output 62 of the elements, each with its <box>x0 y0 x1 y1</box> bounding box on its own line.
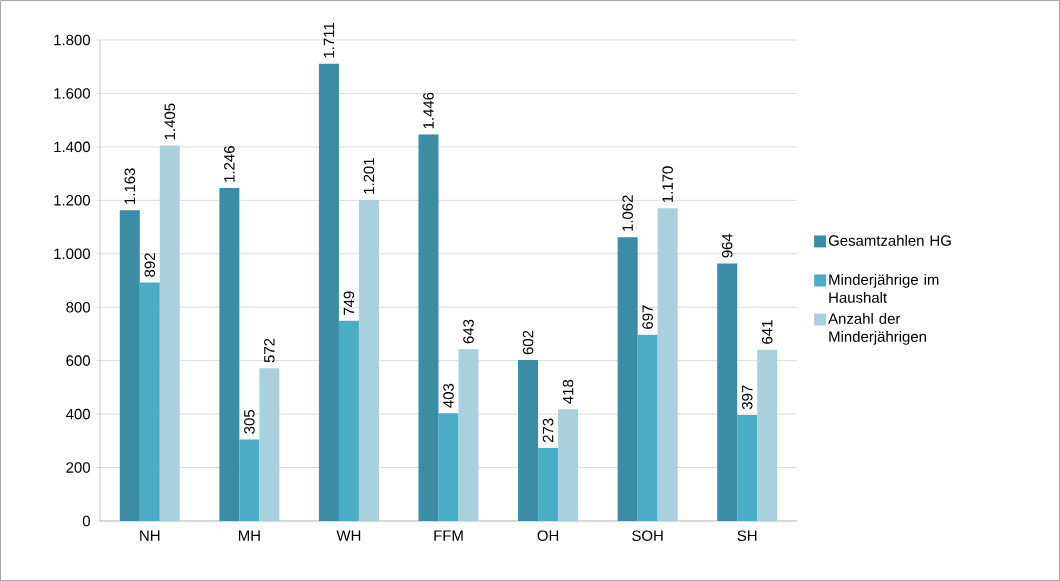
legend-label: Minderjährige im Haushalt <box>829 273 939 303</box>
bar <box>338 320 359 521</box>
x-tick-label: SH <box>737 530 757 541</box>
y-tick-label: 1.200 <box>54 195 90 206</box>
data-label: 1.405 <box>164 103 176 140</box>
bar <box>717 263 738 521</box>
y-tick-label: 600 <box>66 355 90 366</box>
bar <box>159 145 180 521</box>
bar <box>119 210 140 521</box>
data-label: 749 <box>343 291 355 315</box>
bar <box>737 414 758 521</box>
data-label: 602 <box>522 330 534 355</box>
data-label: 643 <box>463 319 474 344</box>
legend-label: Gesamtzahlen HG <box>828 234 951 246</box>
y-tick-label: 1.400 <box>54 141 90 153</box>
bar <box>239 439 260 521</box>
data-label: 403 <box>443 383 454 408</box>
legend-label: Anzahl der Minderjährigen <box>828 313 926 345</box>
bar <box>518 360 539 521</box>
data-label: 641 <box>761 320 773 344</box>
y-tick-label: 800 <box>66 301 90 313</box>
data-label: 1.201 <box>363 158 375 194</box>
bar <box>458 349 479 521</box>
bar <box>318 63 339 521</box>
data-label: 305 <box>244 410 255 434</box>
bar <box>617 237 638 521</box>
bar <box>558 409 579 521</box>
bar <box>139 282 160 521</box>
bar <box>219 188 240 521</box>
x-tick-label: WH <box>336 530 361 541</box>
y-tick-label: 1.800 <box>54 34 90 46</box>
data-label: 1.446 <box>423 92 434 129</box>
data-label: 1.170 <box>662 166 673 203</box>
data-label: 1.163 <box>124 168 136 204</box>
bar <box>259 368 280 521</box>
bar <box>538 448 559 521</box>
y-tick-label: 0 <box>82 515 90 527</box>
y-tick-label: 200 <box>66 462 90 473</box>
data-label: 418 <box>562 379 574 404</box>
bar <box>757 349 778 521</box>
y-tick-label: 1.000 <box>54 248 90 260</box>
data-label: 892 <box>144 253 156 277</box>
data-label: 964 <box>721 233 733 258</box>
bar <box>418 134 439 521</box>
x-tick-label: FFM <box>434 530 463 541</box>
bar <box>438 413 459 521</box>
y-tick-label: 400 <box>65 408 90 420</box>
data-label: 697 <box>642 305 653 329</box>
x-tick-label: SOH <box>632 530 663 541</box>
x-tick-label: OH <box>537 530 559 541</box>
bar <box>657 208 678 521</box>
data-label: 273 <box>542 418 554 443</box>
bar <box>358 200 379 521</box>
data-label: 1.711 <box>323 23 335 58</box>
x-tick-label: MH <box>238 530 260 541</box>
x-tick-label: NH <box>140 530 160 541</box>
data-label: 1.062 <box>622 195 633 231</box>
data-label: 397 <box>741 385 753 410</box>
bar <box>637 334 658 521</box>
data-label: 1.246 <box>224 146 235 182</box>
y-tick-label: 1.600 <box>54 88 90 99</box>
data-label: 572 <box>264 338 275 363</box>
